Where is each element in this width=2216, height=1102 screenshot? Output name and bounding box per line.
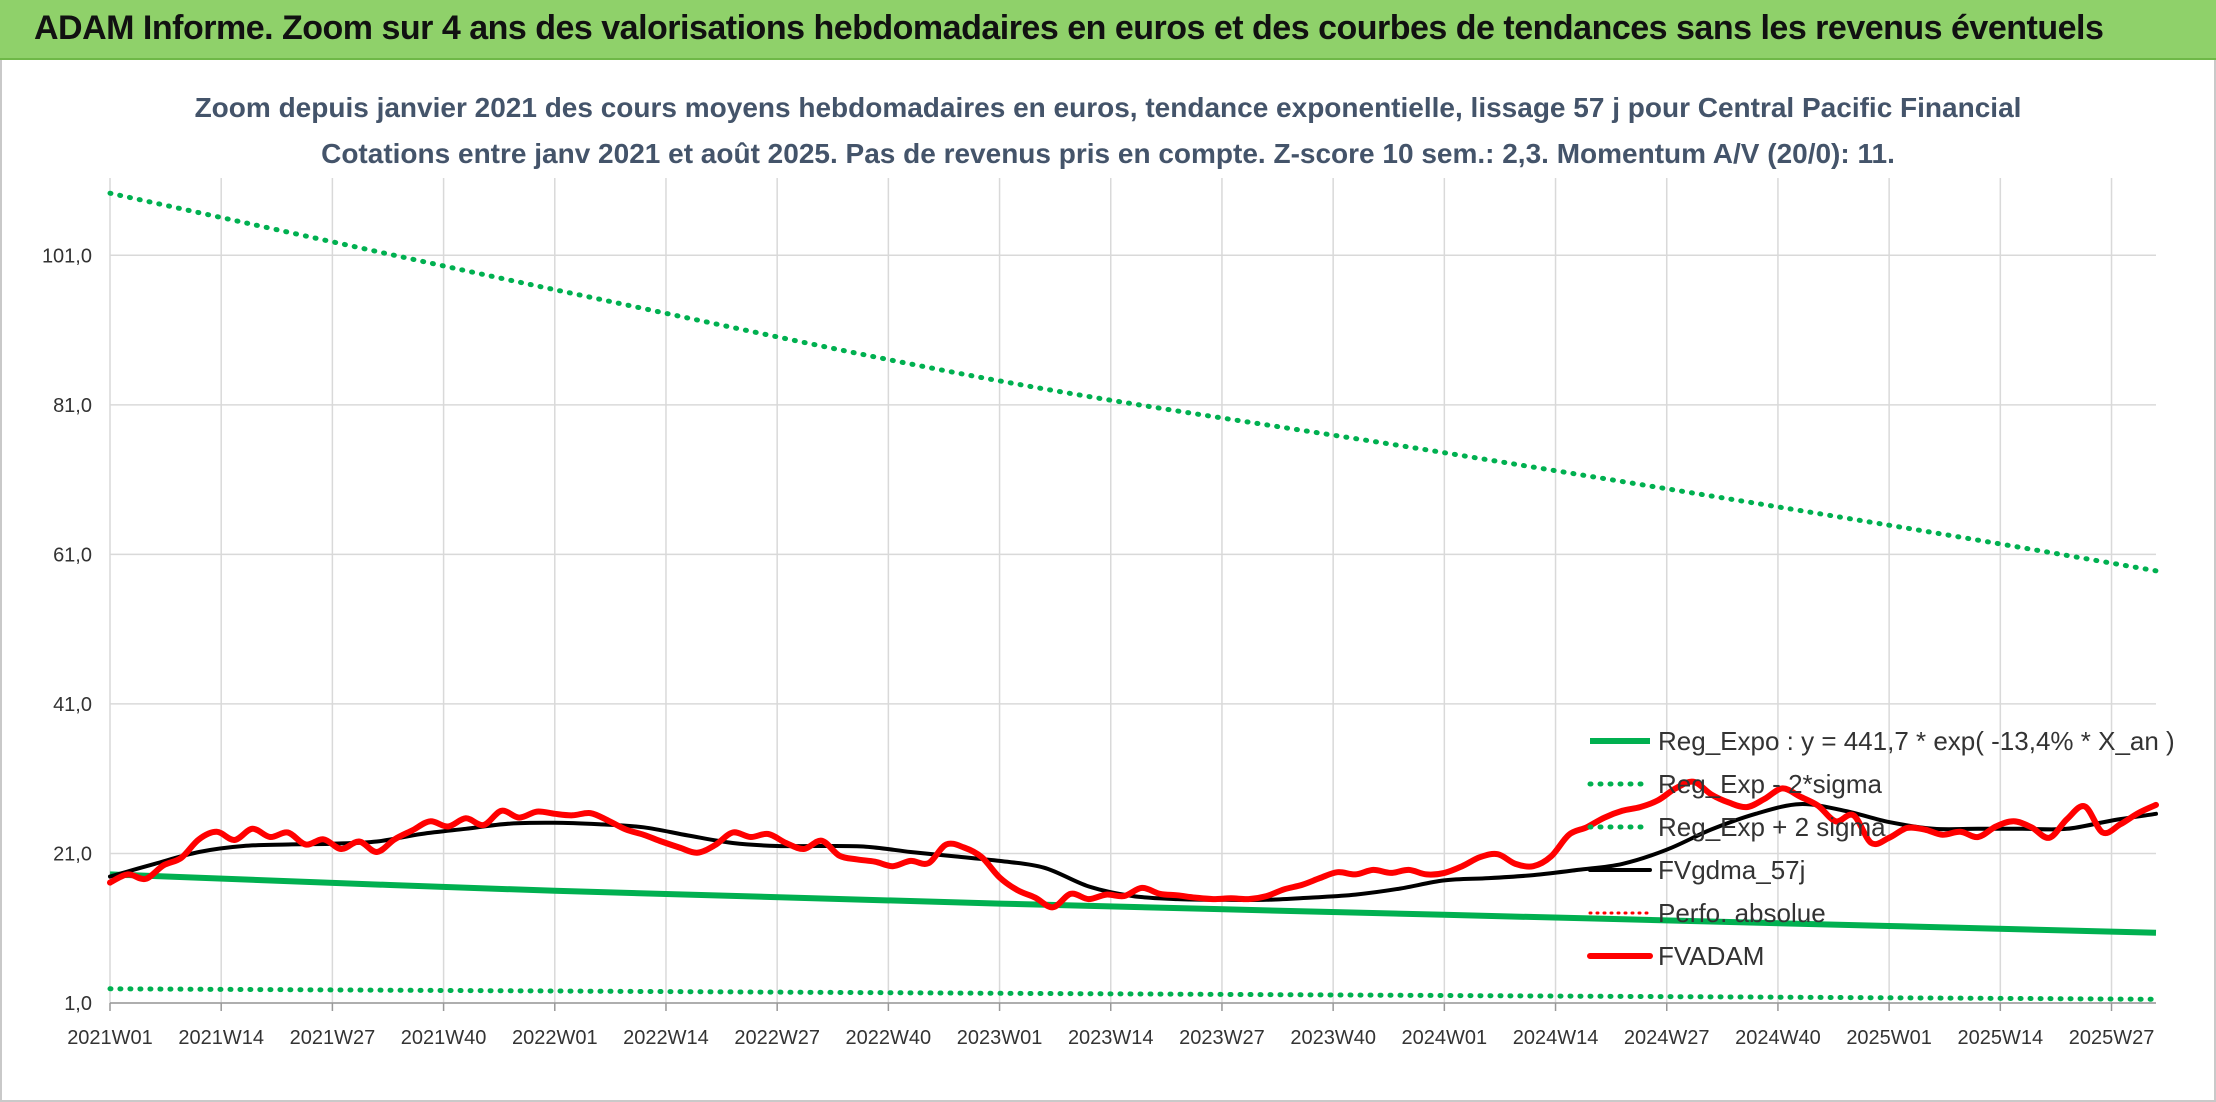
legend-label-lower: Reg_Exp - 2*sigma (1658, 769, 1883, 799)
gridlines (109, 178, 2156, 1004)
legend-label-price: FVADAM (1658, 941, 1764, 971)
x-tick-label: 2024W14 (1513, 1027, 1599, 1049)
x-tick-label: 2022W27 (734, 1027, 820, 1049)
legend-label-smooth: FVgdma_57j (1658, 855, 1805, 885)
y-tick-label: 41,0 (53, 694, 92, 716)
x-tick-label: 2024W01 (1402, 1027, 1488, 1049)
y-axis: 1,0 21,0 41,0 61,0 81,0 101,0 (42, 245, 92, 1015)
chart-subtitle: Cotations entre janv 2021 et août 2025. … (321, 138, 1895, 169)
y-tick-label: 1,0 (64, 993, 92, 1015)
x-tick-label: 2023W27 (1179, 1027, 1265, 1049)
legend-label-perf: Perfo. absolue (1658, 898, 1826, 928)
x-axis: 2021W01 2021W14 2021W27 2021W40 2022W01 2022W… (67, 1002, 2156, 1049)
y-tick-label: 61,0 (53, 544, 92, 566)
x-tick-label: 2022W40 (846, 1027, 932, 1049)
x-tick-label: 2024W40 (1735, 1027, 1821, 1049)
x-tick-label: 2021W14 (178, 1027, 264, 1049)
x-tick-label: 2023W14 (1068, 1027, 1154, 1049)
report-banner: ADAM Informe. Zoom sur 4 ans des valoris… (0, 0, 2216, 60)
x-tick-label: 2024W27 (1624, 1027, 1710, 1049)
plot-area (107, 190, 2159, 1002)
x-tick-label: 2023W40 (1290, 1027, 1376, 1049)
report-title: ADAM Informe. Zoom sur 4 ans des valoris… (34, 9, 2104, 47)
x-tick-label: 2025W27 (2069, 1027, 2155, 1049)
series-line-trend (109, 871, 2157, 936)
y-tick-label: 81,0 (53, 395, 92, 417)
y-tick-label: 101,0 (42, 245, 92, 267)
x-tick-label: 2023W01 (957, 1027, 1043, 1049)
x-tick-label: 2025W01 (1846, 1027, 1932, 1049)
x-tick-label: 2021W01 (67, 1027, 153, 1049)
x-tick-label: 2022W01 (512, 1027, 598, 1049)
legend-label-upper: Reg_Exp + 2 sigma (1658, 812, 1886, 842)
series-line-price (107, 778, 2159, 911)
x-tick-label: 2021W27 (290, 1027, 376, 1049)
series-line-upper (107, 190, 2159, 574)
x-tick-label: 2022W14 (623, 1027, 709, 1049)
series-line-lower (107, 986, 2159, 1002)
x-tick-label: 2021W40 (401, 1027, 487, 1049)
chart-frame (0, 60, 2216, 1102)
chart-title: Zoom depuis janvier 2021 des cours moyen… (195, 92, 2022, 123)
y-tick-label: 21,0 (53, 843, 92, 865)
legend-label-trend: Reg_Expo : y = 441,7 * exp( -13,4% * X_a… (1658, 726, 2175, 756)
legend: Reg_Expo : y = 441,7 * exp( -13,4% * X_a… (1587, 726, 2175, 971)
x-tick-label: 2025W14 (1958, 1027, 2044, 1049)
